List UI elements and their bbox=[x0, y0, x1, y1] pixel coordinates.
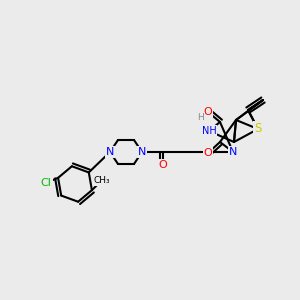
Text: O: O bbox=[204, 107, 212, 117]
Text: N: N bbox=[106, 147, 114, 157]
Text: O: O bbox=[204, 148, 212, 158]
Text: NH: NH bbox=[202, 126, 216, 136]
Text: Cl: Cl bbox=[40, 178, 52, 188]
Text: N: N bbox=[138, 147, 146, 157]
Text: N: N bbox=[229, 147, 237, 157]
Text: S: S bbox=[254, 122, 262, 136]
Text: O: O bbox=[159, 160, 167, 170]
Text: CH₃: CH₃ bbox=[94, 176, 110, 185]
Text: H: H bbox=[198, 112, 204, 122]
